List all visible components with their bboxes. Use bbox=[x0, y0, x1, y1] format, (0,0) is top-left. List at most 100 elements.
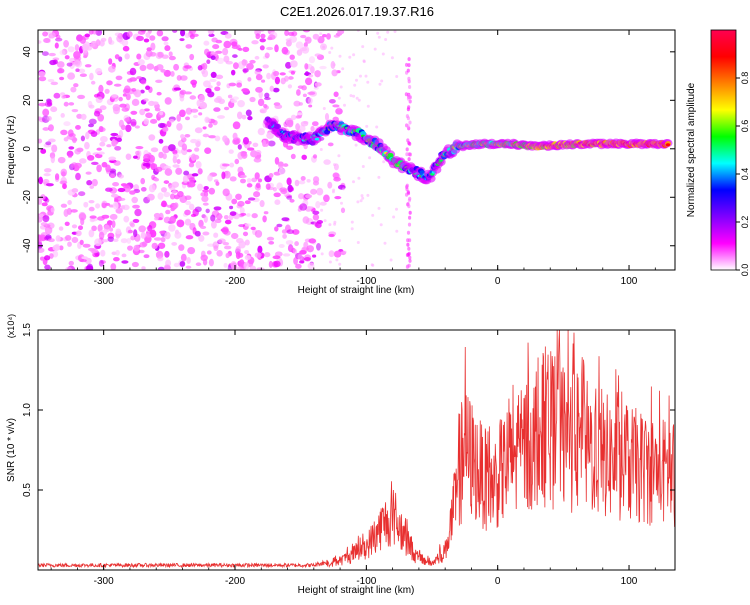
noise-cell bbox=[307, 91, 316, 95]
noise-cell bbox=[341, 67, 345, 71]
noise-cell bbox=[105, 187, 113, 192]
noise-cell bbox=[286, 195, 293, 200]
noise-cell bbox=[117, 197, 126, 202]
noise-cell bbox=[203, 215, 208, 223]
noise-cell bbox=[136, 53, 142, 60]
trace-core bbox=[314, 137, 320, 141]
noise-cell bbox=[348, 55, 352, 59]
noise-cell bbox=[236, 111, 243, 120]
x-tick-label: -100 bbox=[356, 576, 376, 587]
noise-cell bbox=[139, 108, 146, 116]
noise-cell bbox=[163, 216, 171, 224]
noise-cell bbox=[300, 120, 309, 127]
noise-cell bbox=[207, 91, 215, 98]
noise-cell bbox=[225, 252, 230, 259]
noise-cell bbox=[58, 226, 64, 231]
noise-cell bbox=[124, 85, 131, 94]
noise-cell bbox=[289, 198, 295, 203]
noise-cell bbox=[185, 265, 192, 269]
noise-cell bbox=[290, 114, 297, 121]
noise-cell bbox=[186, 257, 191, 264]
noise-cell bbox=[125, 93, 131, 101]
noise-cell bbox=[41, 51, 49, 56]
noise-cell bbox=[273, 70, 280, 77]
streak-cell bbox=[405, 114, 409, 119]
noise-cell bbox=[146, 63, 155, 70]
noise-cell bbox=[38, 71, 46, 77]
noise-cell bbox=[161, 36, 169, 42]
noise-cell bbox=[323, 219, 327, 223]
noise-cell bbox=[242, 231, 249, 237]
noise-cell bbox=[241, 114, 247, 120]
y-tick-label: 1.0 bbox=[22, 403, 33, 417]
noise-cell bbox=[73, 83, 79, 88]
noise-cell bbox=[216, 215, 223, 219]
noise-cell bbox=[302, 216, 310, 224]
streak-cell bbox=[408, 215, 412, 220]
noise-cell bbox=[160, 68, 166, 73]
noise-cell bbox=[141, 241, 148, 247]
noise-cell bbox=[43, 173, 51, 177]
noise-cell bbox=[65, 266, 72, 270]
noise-cell bbox=[216, 81, 221, 87]
noise-cell bbox=[98, 231, 105, 240]
noise-cell bbox=[254, 230, 263, 238]
noise-cell bbox=[108, 156, 117, 161]
noise-cell bbox=[240, 178, 246, 184]
noise-cell bbox=[75, 172, 81, 181]
noise-cell bbox=[108, 36, 113, 45]
noise-cell bbox=[343, 103, 346, 107]
noise-cell bbox=[121, 253, 127, 258]
noise-cell bbox=[286, 119, 294, 128]
noise-cell bbox=[328, 260, 332, 264]
noise-cell bbox=[75, 68, 80, 72]
trace-cell bbox=[275, 123, 281, 130]
noise-cell bbox=[332, 104, 340, 108]
noise-cell bbox=[43, 38, 51, 43]
noise-cell bbox=[38, 216, 43, 223]
noise-cell bbox=[224, 33, 232, 39]
noise-cell bbox=[285, 240, 294, 245]
noise-cell bbox=[47, 78, 55, 83]
x-tick-label: 100 bbox=[621, 276, 638, 287]
colorbar-tick-label: 0.6 bbox=[740, 120, 750, 133]
noise-cell bbox=[205, 118, 212, 123]
noise-cell bbox=[238, 224, 246, 228]
noise-cell bbox=[237, 200, 245, 207]
noise-cell bbox=[112, 182, 120, 187]
noise-cell bbox=[259, 200, 265, 208]
noise-cell bbox=[84, 33, 91, 38]
noise-cell bbox=[140, 177, 146, 185]
noise-cell bbox=[293, 257, 299, 265]
noise-cell bbox=[184, 91, 192, 95]
noise-cell bbox=[77, 94, 86, 100]
noise-cell bbox=[50, 155, 56, 164]
noise-cell bbox=[123, 215, 130, 223]
y-tick-label: 0 bbox=[22, 146, 33, 152]
noise-cell bbox=[141, 266, 146, 270]
noise-cell bbox=[300, 34, 307, 39]
noise-cell bbox=[109, 173, 116, 179]
noise-cell bbox=[189, 53, 195, 61]
noise-cell bbox=[122, 45, 130, 52]
noise-cell bbox=[206, 250, 212, 255]
noise-cell bbox=[179, 38, 185, 42]
noise-cell bbox=[64, 221, 70, 226]
noise-cell bbox=[287, 76, 294, 80]
noise-cell bbox=[301, 45, 310, 54]
noise-cell bbox=[282, 253, 291, 257]
streak-cell bbox=[408, 238, 412, 243]
noise-cell bbox=[198, 234, 205, 242]
noise-cell bbox=[265, 183, 271, 190]
noise-cell bbox=[140, 231, 147, 239]
streak-cell bbox=[408, 85, 412, 89]
noise-cell bbox=[184, 33, 190, 39]
noise-cell bbox=[70, 209, 78, 213]
noise-cell bbox=[95, 203, 101, 209]
noise-cell bbox=[158, 138, 164, 144]
noise-cell bbox=[292, 248, 298, 255]
noise-cell bbox=[215, 74, 224, 80]
noise-cell bbox=[76, 147, 84, 153]
noise-cell bbox=[149, 163, 158, 170]
noise-cell bbox=[216, 57, 225, 65]
